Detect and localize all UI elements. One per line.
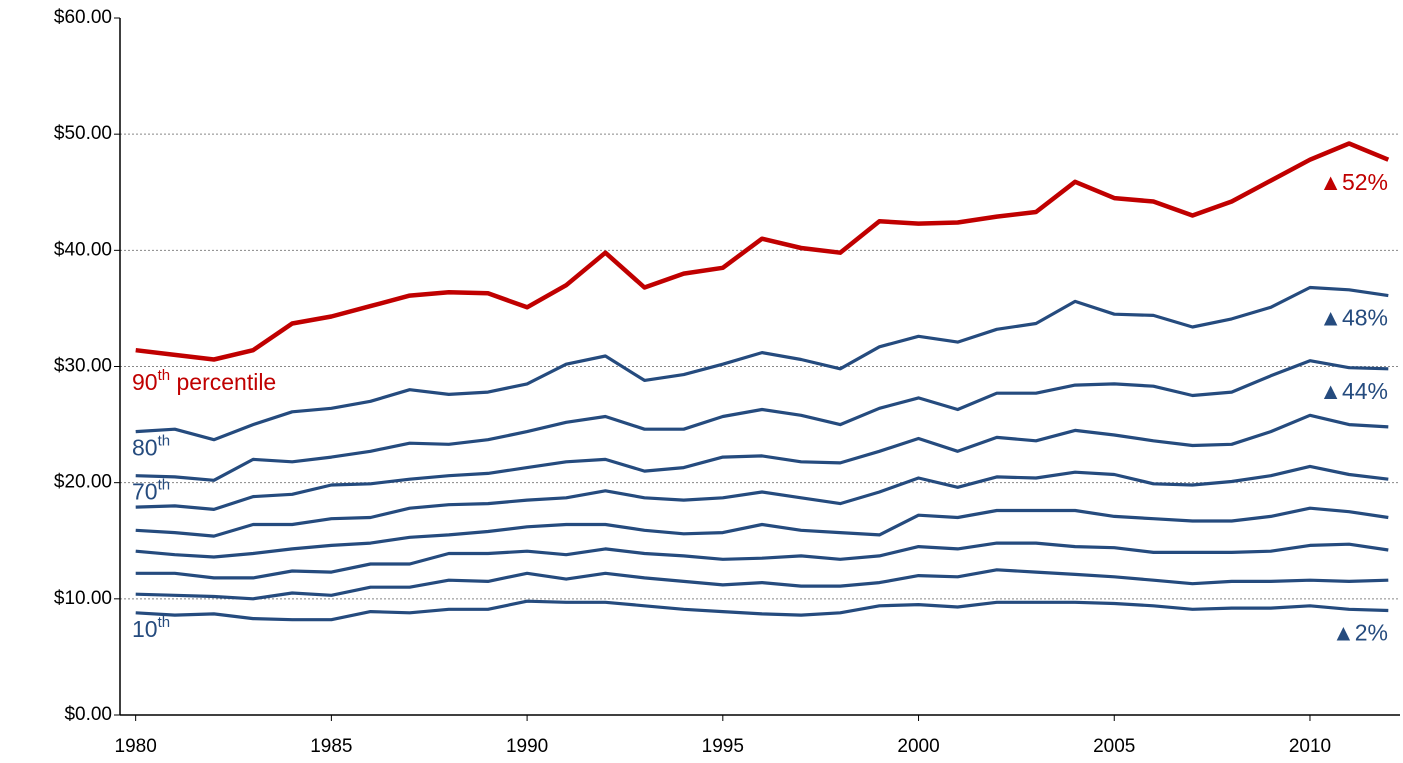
y-tick-label: $60.00 bbox=[54, 7, 112, 28]
series-line bbox=[135, 359, 1389, 482]
x-tick-label: 2010 bbox=[1289, 736, 1331, 757]
series-line bbox=[135, 541, 1389, 580]
end-label: ▲48% bbox=[1319, 305, 1388, 331]
y-tick-label: $40.00 bbox=[54, 239, 112, 260]
x-tick-label: 1990 bbox=[506, 736, 548, 757]
series-label: 10th bbox=[132, 614, 170, 642]
x-tick-label: 1995 bbox=[702, 736, 744, 757]
x-tick-label: 2005 bbox=[1093, 736, 1135, 757]
end-label: ▲52% bbox=[1319, 169, 1388, 195]
series-label: 80th bbox=[132, 433, 170, 461]
y-tick-label: $10.00 bbox=[54, 588, 112, 609]
x-tick-label: 1985 bbox=[310, 736, 352, 757]
series-line bbox=[135, 599, 1389, 622]
series-line bbox=[135, 506, 1389, 559]
y-tick-label: $20.00 bbox=[54, 472, 112, 493]
series-label: 70th bbox=[132, 477, 170, 505]
series-label: 90th percentile bbox=[132, 367, 276, 395]
x-tick-label: 2000 bbox=[897, 736, 939, 757]
series-line bbox=[135, 285, 1389, 442]
y-tick-label: $50.00 bbox=[54, 123, 112, 144]
end-label: ▲2% bbox=[1332, 620, 1388, 646]
series-line bbox=[135, 568, 1389, 601]
y-tick-label: $30.00 bbox=[54, 356, 112, 377]
series-line bbox=[135, 413, 1389, 511]
x-tick-label: 1980 bbox=[115, 736, 157, 757]
series-line bbox=[135, 464, 1389, 538]
y-tick-label: $0.00 bbox=[64, 704, 112, 725]
series-line bbox=[135, 141, 1390, 362]
end-label: ▲44% bbox=[1319, 378, 1388, 404]
